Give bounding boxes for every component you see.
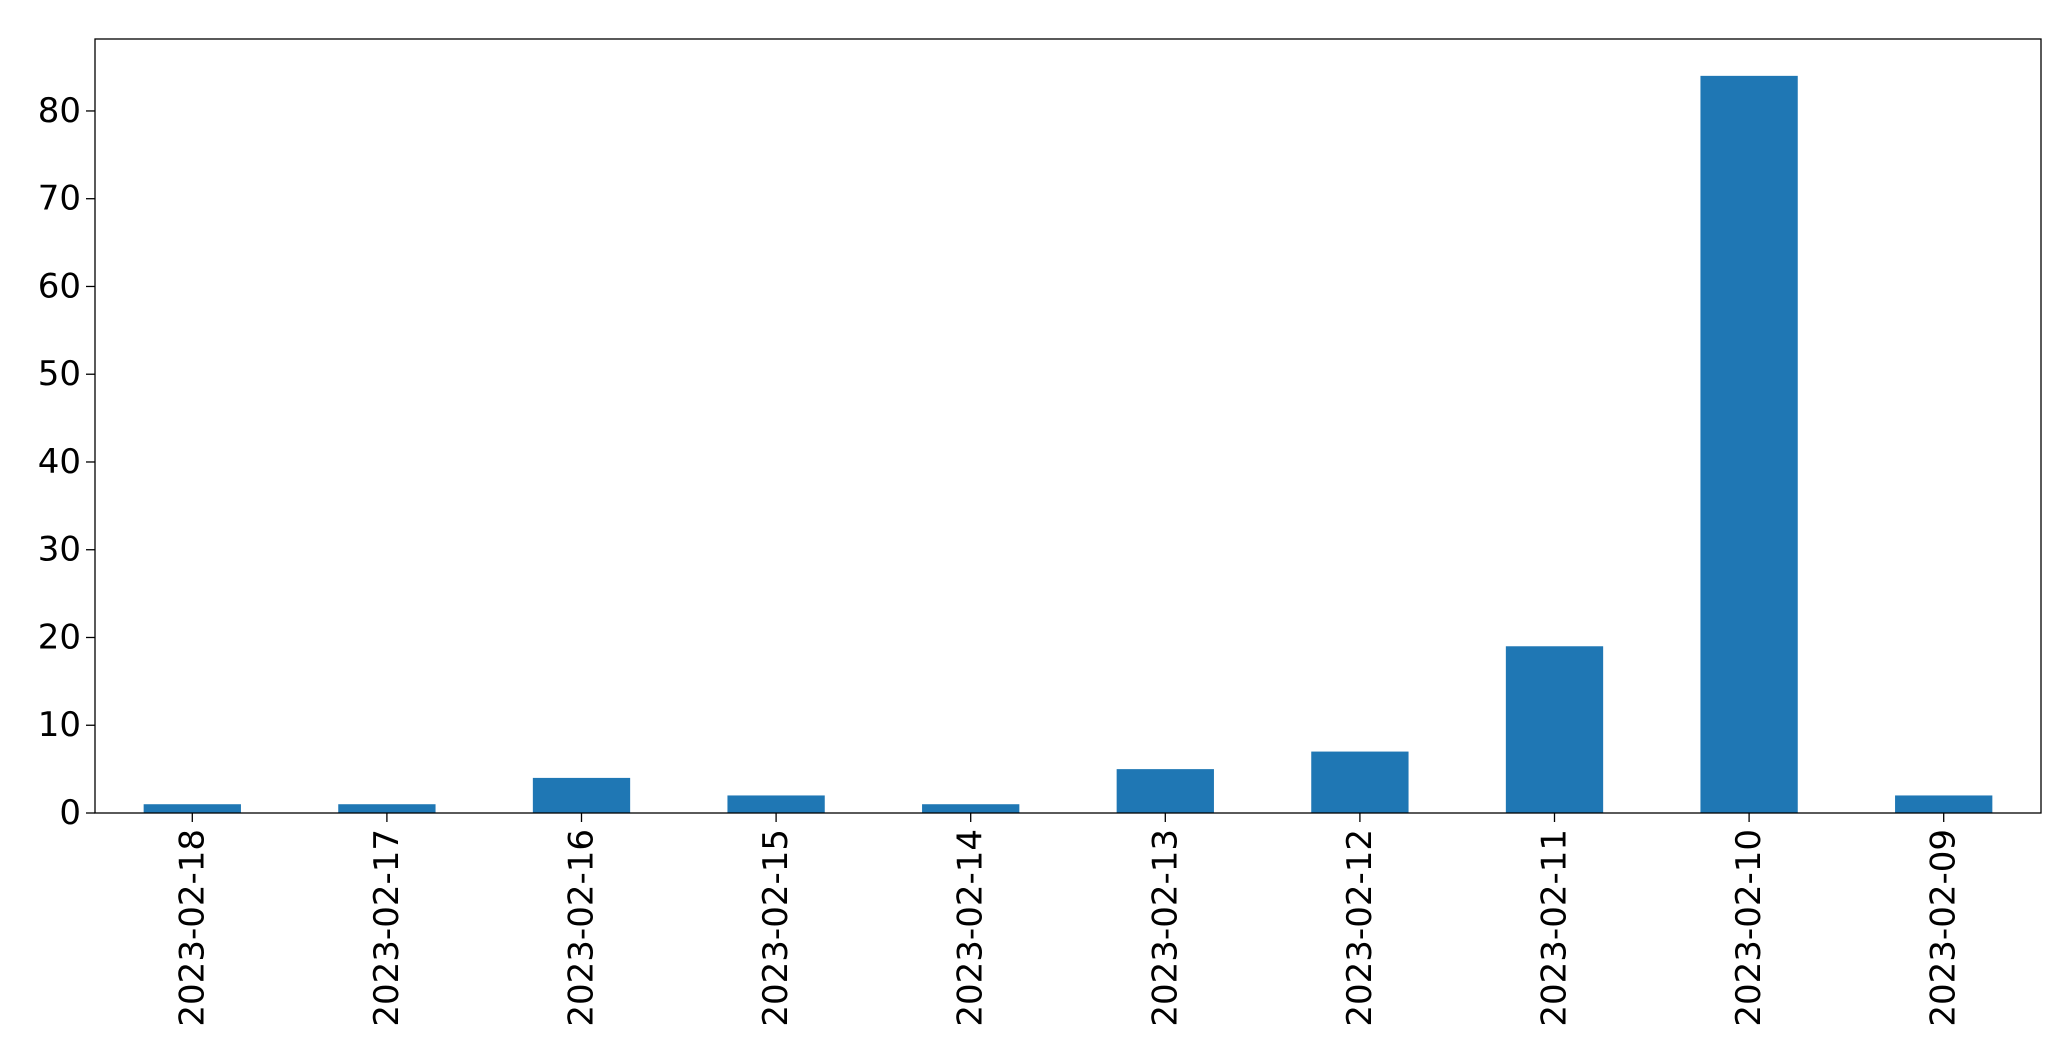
x-tick-label: 2023-02-10 xyxy=(1729,829,1769,1027)
y-axis: 0 10 20 30 40 50 60 70 80 xyxy=(38,91,95,833)
bar xyxy=(727,795,825,813)
x-tick-label: 2023-02-15 xyxy=(756,829,796,1027)
bar xyxy=(1116,769,1214,813)
bar xyxy=(1700,75,1798,814)
x-tick-label: 2023-02-14 xyxy=(951,829,991,1027)
y-tick-label: 10 xyxy=(38,705,81,745)
plot-frame xyxy=(94,38,2042,814)
y-tick-label: 0 xyxy=(59,793,81,833)
x-tick-label: 2023-02-17 xyxy=(367,829,407,1027)
bar xyxy=(1895,795,1993,813)
y-tick-label: 70 xyxy=(38,179,81,219)
bar xyxy=(1311,751,1409,813)
x-tick-label: 2023-02-11 xyxy=(1535,829,1575,1027)
y-tick-label: 80 xyxy=(38,91,81,131)
y-tick-label: 30 xyxy=(38,530,81,570)
y-tick-label: 60 xyxy=(38,266,81,306)
x-tick-label: 2023-02-13 xyxy=(1145,829,1185,1027)
x-tick-label: 2023-02-12 xyxy=(1340,829,1380,1027)
bar xyxy=(532,777,631,813)
y-tick-label: 40 xyxy=(38,442,81,482)
bar xyxy=(143,804,241,813)
bars-group xyxy=(143,75,1993,814)
x-tick-label: 2023-02-16 xyxy=(562,829,602,1027)
x-axis: 2023-02-18 2023-02-17 2023-02-16 2023-02-15… xyxy=(172,813,1964,1027)
y-tick-label: 50 xyxy=(38,354,81,394)
x-tick-label: 2023-02-18 xyxy=(172,829,212,1027)
x-tick-label: 2023-02-09 xyxy=(1924,829,1964,1027)
bar xyxy=(338,804,436,813)
y-tick-label: 20 xyxy=(38,617,81,657)
bar xyxy=(922,804,1020,813)
bar xyxy=(1505,646,1604,813)
